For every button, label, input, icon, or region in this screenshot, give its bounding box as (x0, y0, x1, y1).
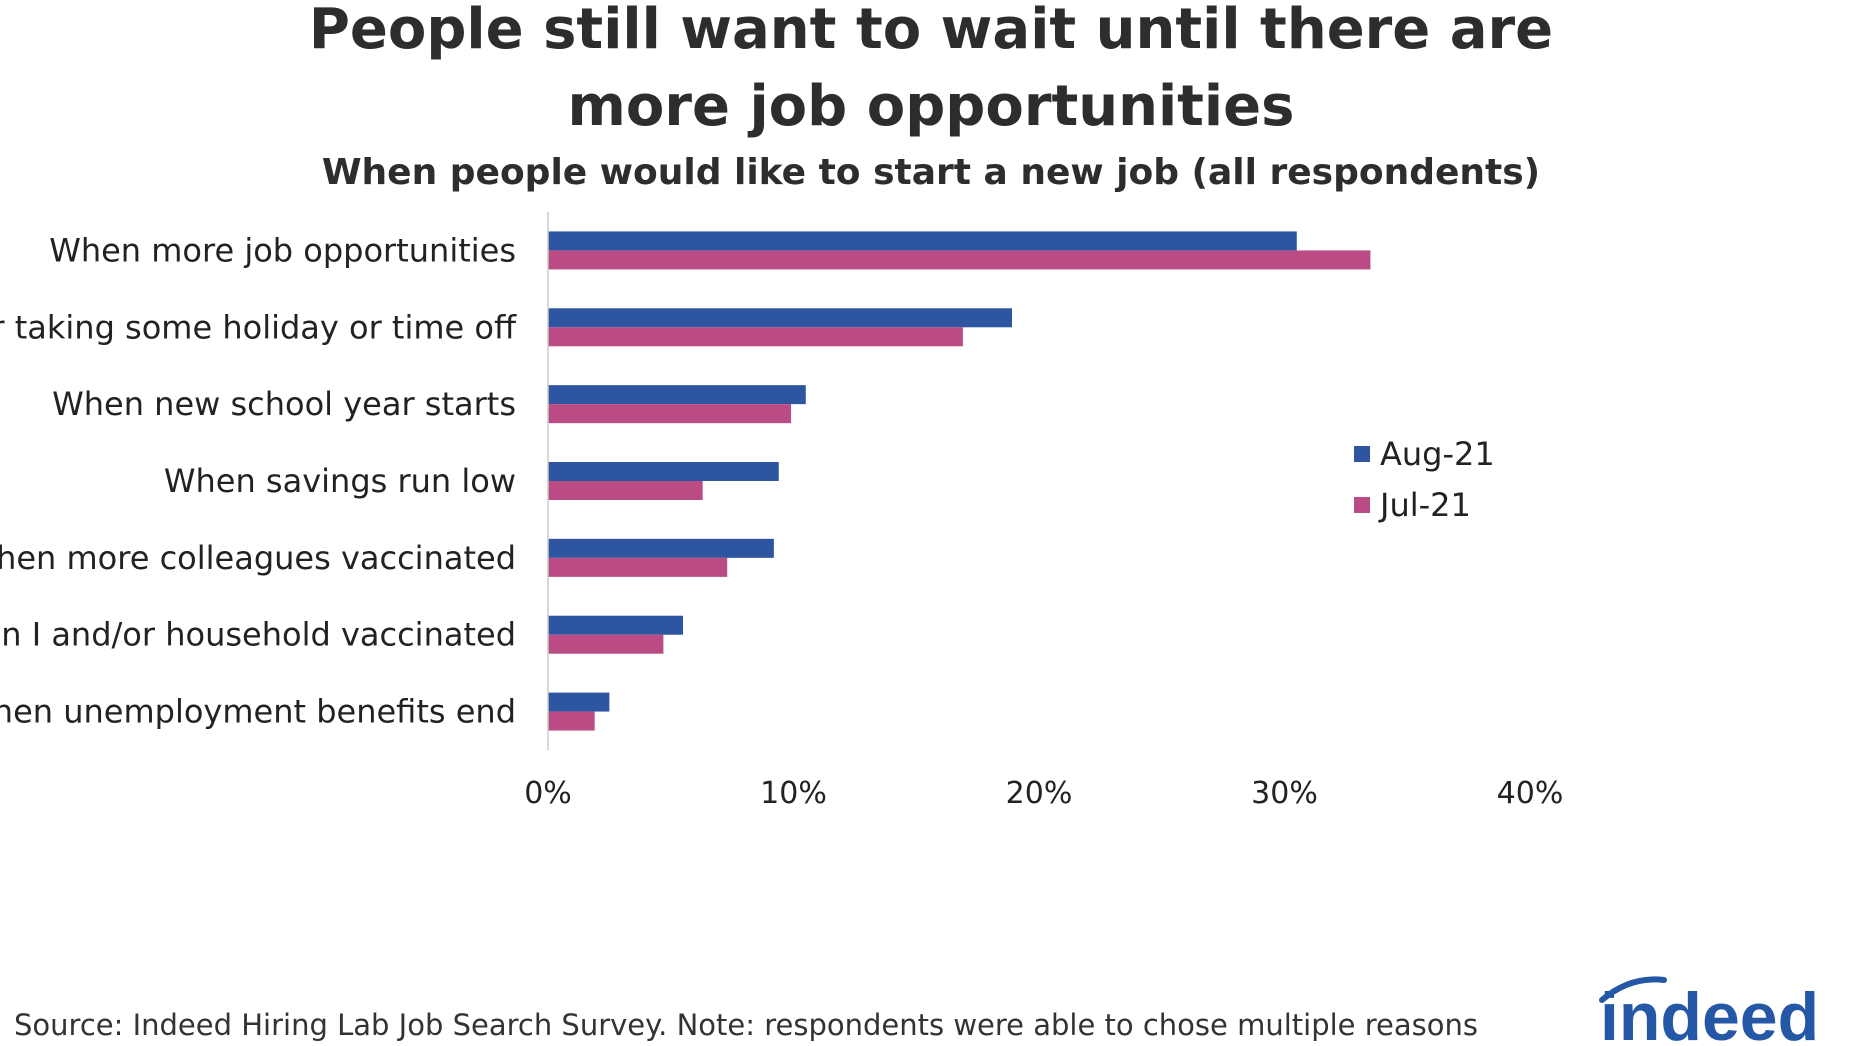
chart-title-line-2: more job opportunities (567, 74, 1295, 139)
bar-aug-21 (548, 308, 1012, 328)
bar-aug-21 (548, 615, 684, 635)
indeed-logo: indeed (1599, 976, 1819, 1046)
bar-aug-21 (548, 231, 1297, 251)
category-label: When savings run low (164, 462, 516, 500)
chart-subtitle: When people would like to start a new jo… (321, 152, 1541, 193)
category-label: After taking some holiday or time off (0, 308, 517, 346)
category-labels: When more job opportunities After taking … (0, 231, 517, 730)
legend-label: Jul-21 (1378, 486, 1471, 524)
bar-jul-21 (548, 327, 963, 347)
category-label: When new school year starts (52, 385, 516, 423)
bar-aug-21 (548, 538, 774, 558)
legend: Aug-21 Jul-21 (1354, 435, 1495, 524)
bar-chart: When more job opportunities After taking … (0, 212, 1563, 811)
category-label: When unemployment benefits end (0, 693, 516, 731)
legend-label: Aug-21 (1380, 435, 1495, 473)
chart-title-line-1: People still want to wait until there ar… (308, 0, 1554, 62)
bar-jul-21 (548, 250, 1371, 270)
x-tick-label: 10% (760, 776, 827, 811)
bar-jul-21 (548, 481, 703, 500)
x-tick-label: 40% (1497, 776, 1564, 811)
logo-arc (1599, 976, 1667, 1003)
x-tick-label: 20% (1006, 776, 1073, 811)
bar-aug-21 (548, 462, 779, 481)
x-tick-label: 30% (1251, 776, 1318, 811)
bar-jul-21 (548, 711, 595, 731)
bar-jul-21 (548, 634, 664, 654)
x-tick-label: 0% (524, 776, 572, 811)
category-label: When more colleagues vaccinated (0, 539, 516, 577)
category-label: When more job opportunities (49, 231, 516, 269)
bar-jul-21 (548, 404, 792, 424)
bar-aug-21 (548, 692, 610, 712)
logo-wordmark: indeed (1600, 979, 1819, 1046)
category-label: When I and/or household vaccinated (0, 616, 516, 654)
bar-jul-21 (548, 557, 728, 577)
x-axis-tick-labels: 0% 10% 20% 30% 40% (524, 776, 1563, 811)
bar-aug-21 (548, 385, 806, 405)
legend-swatch-aug-21 (1354, 446, 1370, 462)
bars (548, 231, 1371, 731)
legend-swatch-jul-21 (1354, 497, 1370, 513)
source-note: Source: Indeed Hiring Lab Job Search Sur… (14, 1008, 1478, 1042)
